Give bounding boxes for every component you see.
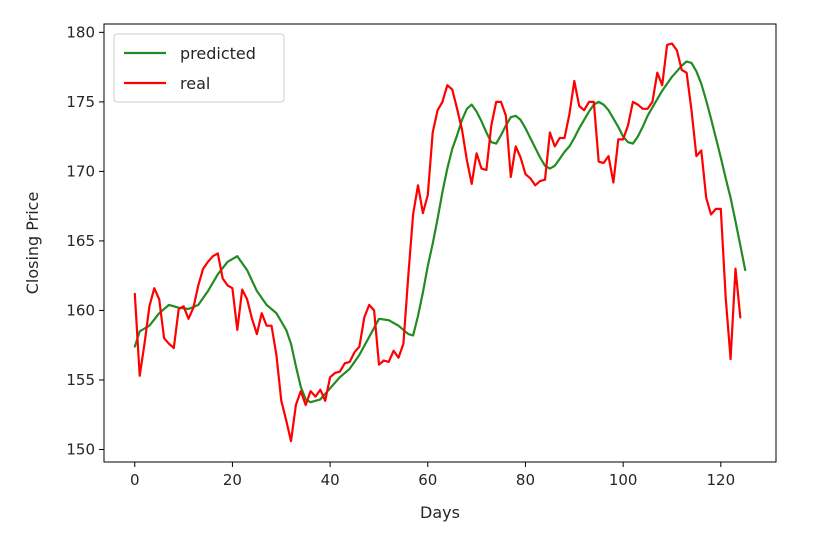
legend-box bbox=[113, 33, 285, 103]
y-tick-label: 180 bbox=[66, 23, 95, 41]
x-tick-label: 80 bbox=[516, 471, 535, 489]
y-tick-label: 175 bbox=[66, 93, 95, 111]
legend-label-real: real bbox=[180, 74, 210, 93]
y-axis-ticks: 150 155 160 165 170 175 180 bbox=[66, 23, 104, 458]
series-line-predicted bbox=[133, 60, 747, 404]
x-tick-label: 100 bbox=[609, 471, 638, 489]
y-tick-label: 170 bbox=[66, 162, 95, 180]
y-tick-label: 155 bbox=[66, 371, 95, 389]
y-tick-label: 160 bbox=[66, 301, 95, 319]
x-tick-label: 60 bbox=[418, 471, 437, 489]
y-tick-label: 150 bbox=[66, 440, 95, 458]
x-tick-label: 120 bbox=[706, 471, 735, 489]
x-axis-label: Days bbox=[420, 503, 460, 522]
series-line-real bbox=[133, 42, 742, 443]
x-axis-ticks: 0 20 40 60 80 100 120 bbox=[130, 462, 735, 489]
x-tick-label: 0 bbox=[130, 471, 140, 489]
x-tick-label: 20 bbox=[223, 471, 242, 489]
legend-label-predicted: predicted bbox=[180, 44, 256, 63]
series-layer bbox=[133, 42, 747, 443]
legend: predicted real bbox=[113, 33, 285, 103]
x-tick-label: 40 bbox=[321, 471, 340, 489]
y-tick-label: 165 bbox=[66, 232, 95, 250]
y-axis-label: Closing Price bbox=[23, 192, 42, 295]
